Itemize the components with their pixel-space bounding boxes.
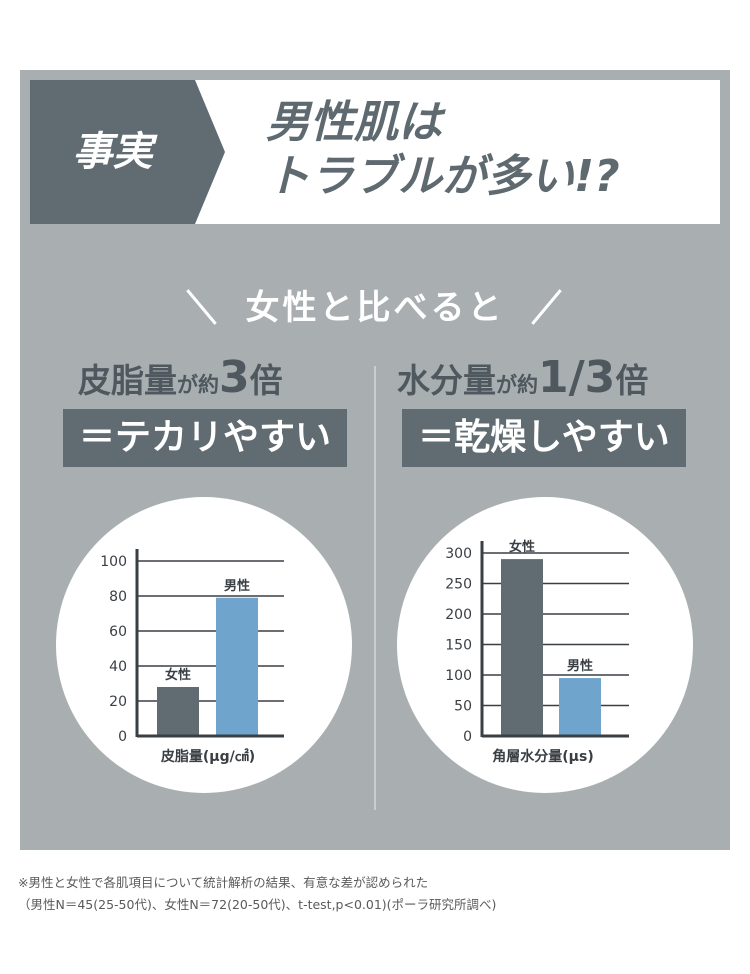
right-stat-mid: が約 [496, 373, 538, 397]
y-tick-label: 300 [445, 546, 472, 562]
y-tick-label: 20 [109, 694, 127, 710]
y-tick-label: 50 [454, 699, 472, 715]
right-stat-unit: 倍 [615, 361, 649, 400]
bar [216, 597, 258, 736]
right-stat: 水分量が約1/3倍 [397, 352, 648, 403]
y-tick-label: 150 [445, 638, 472, 654]
bar-category-label: 女性 [509, 539, 535, 555]
left-stat-main: 皮脂量 [78, 361, 177, 400]
y-tick-label: 100 [100, 554, 127, 570]
left-band: ＝テカリやすい [63, 409, 347, 467]
right-band: ＝乾燥しやすい [402, 409, 686, 467]
bar [501, 559, 543, 736]
bar-category-label: 男性 [224, 578, 250, 594]
x-axis-label: 角層水分量(μs) [492, 748, 593, 765]
left-stat-mid: が約 [177, 373, 219, 397]
right-stat-main: 水分量 [397, 361, 496, 400]
bar-category-label: 女性 [165, 667, 191, 683]
y-tick-label: 60 [109, 624, 127, 640]
left-stat: 皮脂量が約3倍 [78, 352, 283, 403]
column-divider [374, 366, 376, 810]
comparison-label: 女性と比べると [245, 288, 505, 328]
left-chart-circle [56, 497, 352, 793]
y-tick-label: 200 [445, 607, 472, 623]
footnote-line2: （男性N＝45(25-50代)、女性N＝72(20-50代)、t-test,p<… [18, 897, 497, 912]
bar-category-label: 男性 [567, 658, 593, 674]
left-stat-unit: 倍 [249, 361, 283, 400]
bar [157, 687, 199, 736]
footnote-line1: ※男性と女性で各肌項目について統計解析の結果、有意な差が認められた [18, 875, 429, 890]
left-stat-num: 3 [219, 352, 250, 403]
bar [559, 678, 601, 736]
header-title-line2: トラブルが多い!? [266, 151, 620, 202]
header-title-line1: 男性肌は [266, 97, 442, 148]
y-tick-label: 0 [463, 729, 472, 745]
y-tick-label: 40 [109, 659, 127, 675]
header-tag-shape [30, 80, 225, 224]
y-tick-label: 100 [445, 668, 472, 684]
y-tick-label: 250 [445, 577, 472, 593]
y-tick-label: 0 [118, 729, 127, 745]
right-stat-num: 1/3 [538, 352, 616, 403]
y-tick-label: 80 [109, 589, 127, 605]
header-tag: 事実 [72, 129, 153, 175]
x-axis-label: 皮脂量(μg/㎠) [160, 748, 255, 765]
header-title: 男性肌は トラブルが多い!? [266, 96, 620, 204]
